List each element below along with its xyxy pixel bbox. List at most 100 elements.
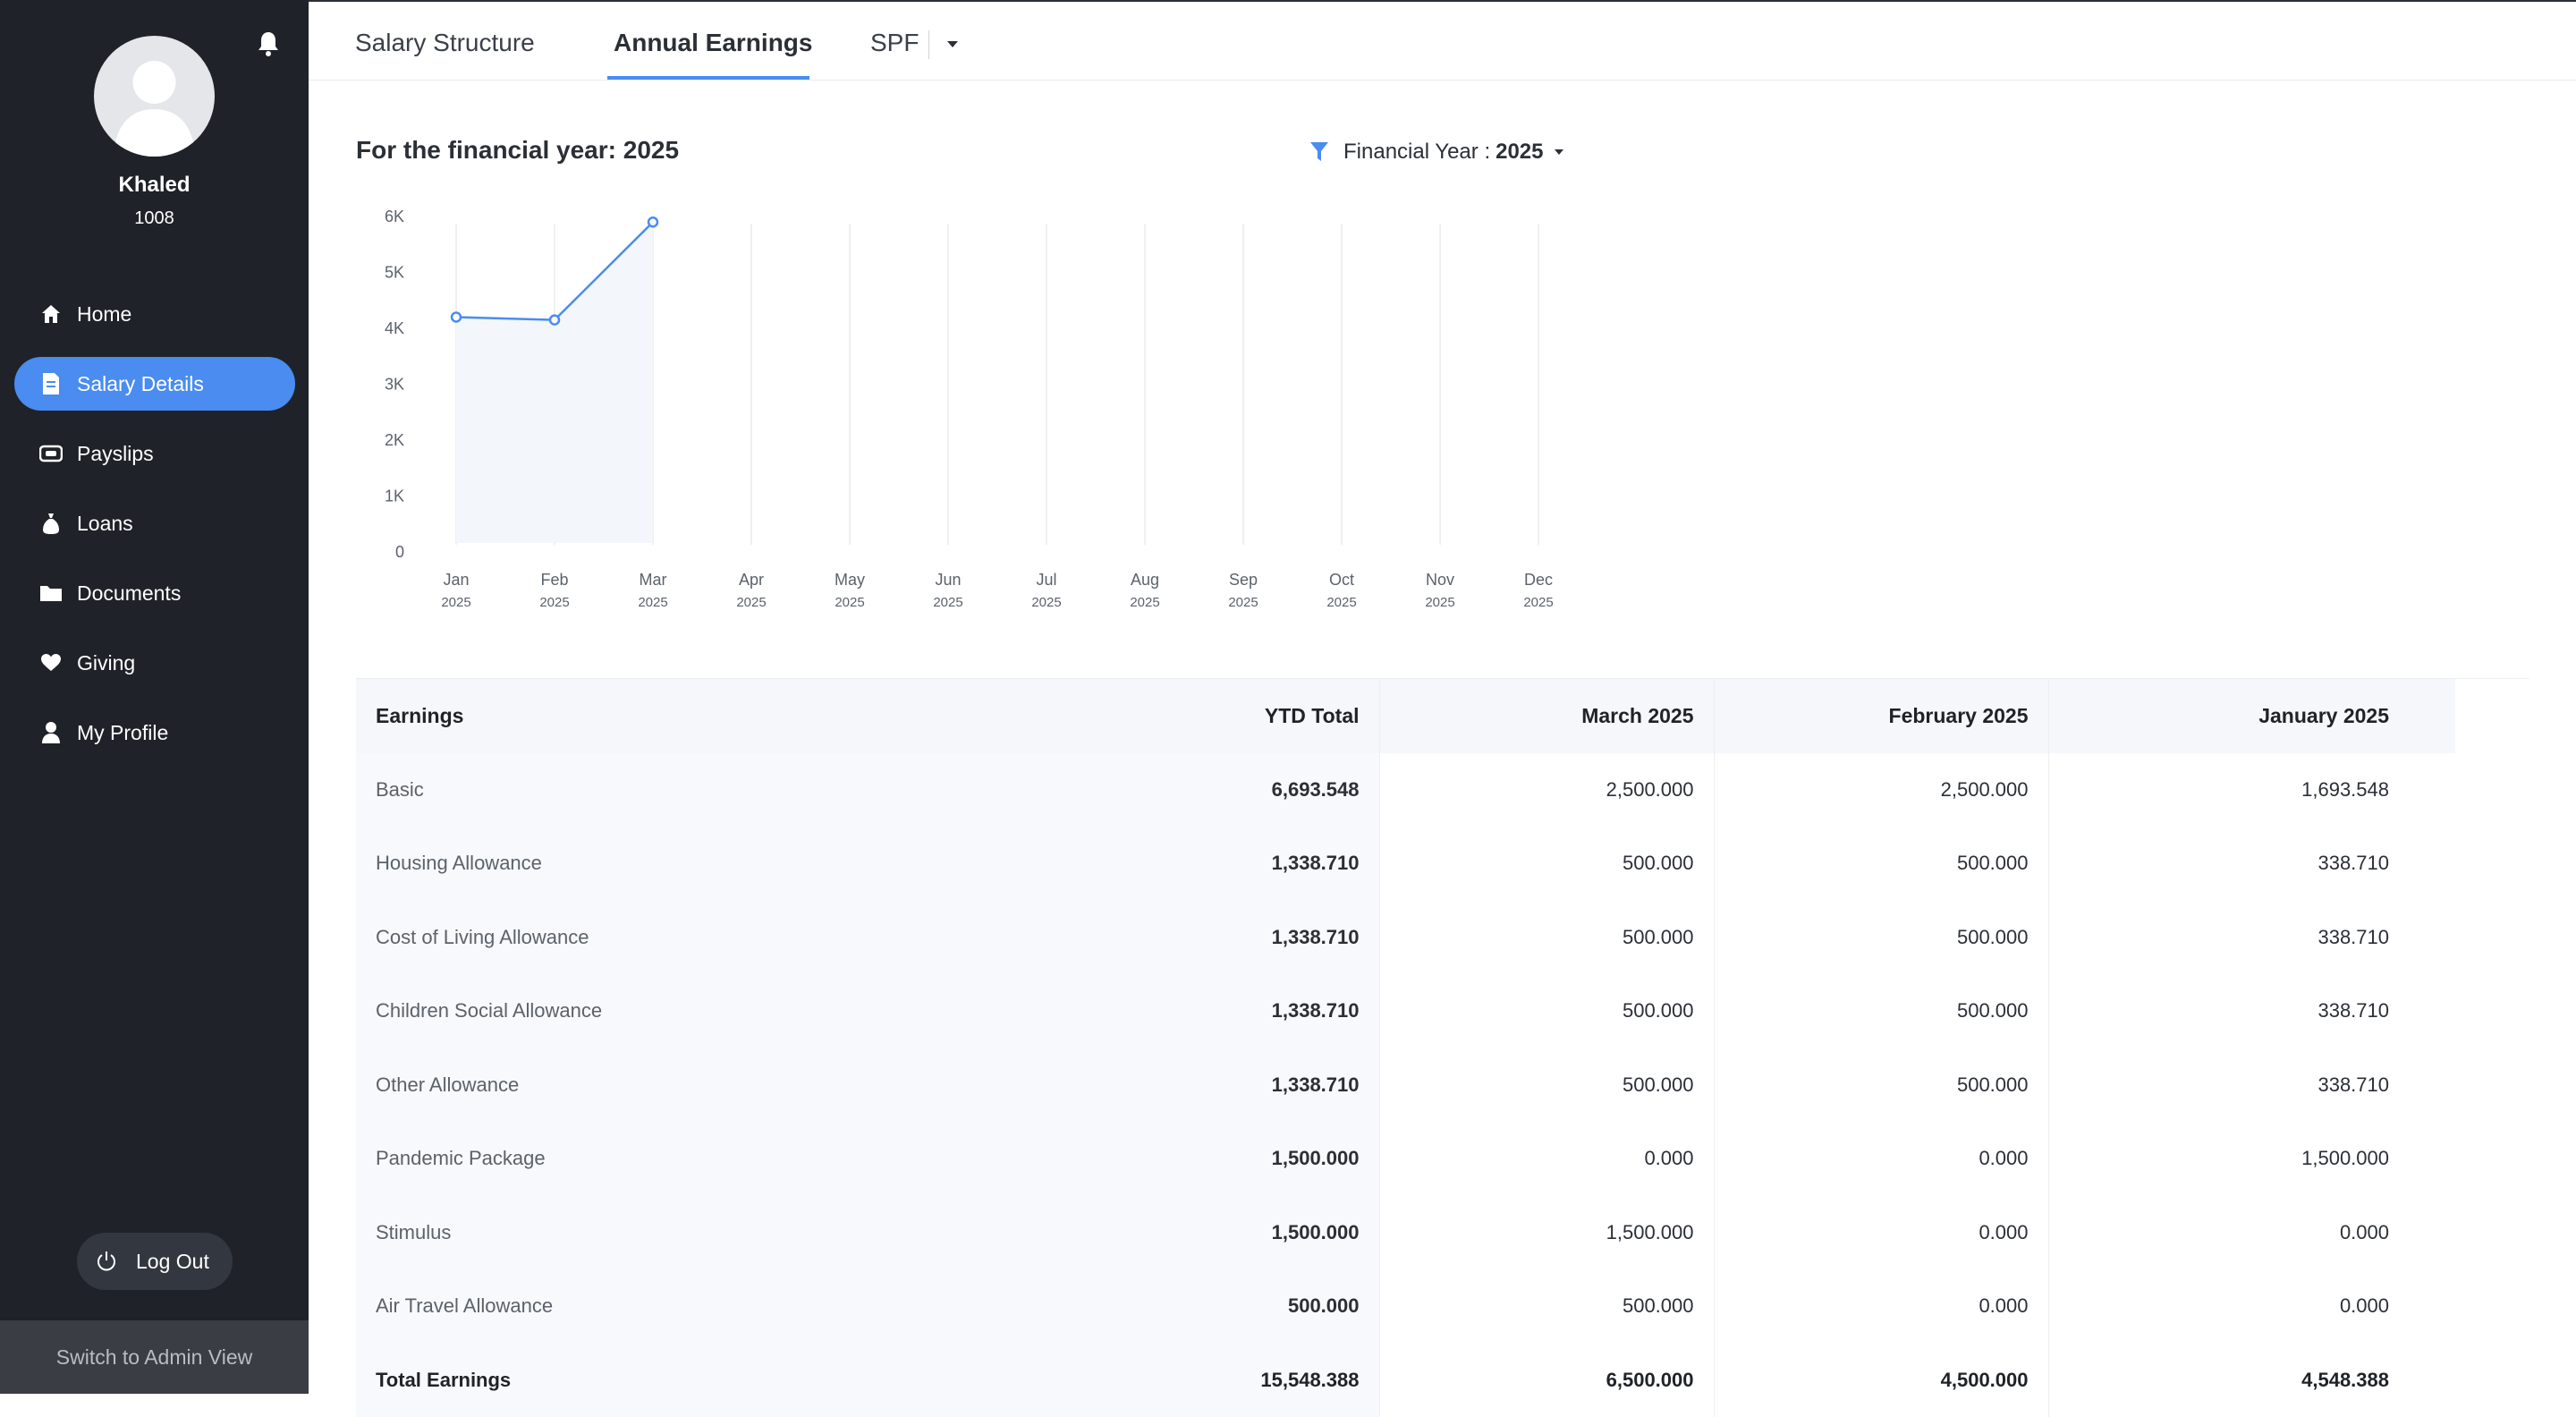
y-tick-label: 4K <box>385 319 404 337</box>
column-header-february: February 2025 <box>1714 679 2048 753</box>
y-tick-label: 0 <box>395 543 404 561</box>
ytd-value: 1,338.710 <box>1088 827 1379 901</box>
sidebar-item-giving[interactable]: Giving <box>14 636 295 690</box>
x-tick-sublabel: 2025 <box>539 595 569 610</box>
sidebar-item-label: Giving <box>77 651 135 675</box>
march-value: 500.000 <box>1379 1269 1714 1344</box>
february-value: 0.000 <box>1714 1122 2048 1196</box>
february-value: 500.000 <box>1714 901 2048 975</box>
sidebar-item-salary-details[interactable]: Salary Details <box>14 357 295 411</box>
earning-name: Housing Allowance <box>356 827 1088 901</box>
x-tick-label: Dec <box>1524 571 1553 589</box>
x-tick-label: Apr <box>739 571 764 589</box>
earning-name: Air Travel Allowance <box>356 1269 1088 1344</box>
table-row: Other Allowance 1,338.710 500.000 500.00… <box>356 1048 2455 1123</box>
data-point-feb <box>550 316 559 325</box>
column-header-march: March 2025 <box>1379 679 1714 753</box>
x-tick-sublabel: 2025 <box>736 595 766 610</box>
sidebar-item-home[interactable]: Home <box>14 287 295 341</box>
january-value: 338.710 <box>2048 827 2455 901</box>
filter-label: Financial Year : <box>1343 140 1490 165</box>
table-row: Pandemic Package 1,500.000 0.000 0.000 1… <box>356 1122 2455 1196</box>
sidebar-item-payslips[interactable]: Payslips <box>14 427 295 480</box>
total-earnings-row: Total Earnings 15,548.388 6,500.000 4,50… <box>356 1344 2455 1417</box>
february-value: 500.000 <box>1714 1048 2048 1123</box>
person-icon <box>39 721 63 744</box>
sidebar-item-label: Salary Details <box>77 372 204 396</box>
x-tick-label: Jan <box>443 571 469 589</box>
bell-icon[interactable] <box>257 30 280 57</box>
x-tick-label: Sep <box>1229 571 1258 589</box>
ytd-value: 1,500.000 <box>1088 1196 1379 1270</box>
january-value: 338.710 <box>2048 974 2455 1048</box>
january-value: 338.710 <box>2048 901 2455 975</box>
power-icon <box>95 1250 118 1273</box>
february-value: 500.000 <box>1714 827 2048 901</box>
x-tick-label: Jul <box>1036 571 1056 589</box>
table-row: Stimulus 1,500.000 1,500.000 0.000 0.000 <box>356 1196 2455 1270</box>
home-icon <box>39 302 63 326</box>
x-tick-sublabel: 2025 <box>1326 595 1356 610</box>
column-header-ytd-total: YTD Total <box>1088 679 1379 753</box>
ytd-value: 1,338.710 <box>1088 974 1379 1048</box>
x-tick-label: Mar <box>640 571 667 589</box>
ytd-value: 500.000 <box>1088 1269 1379 1344</box>
active-tab-indicator <box>607 76 809 80</box>
sidebar-item-label: Documents <box>77 581 181 606</box>
x-tick-sublabel: 2025 <box>441 595 470 610</box>
ytd-value: 1,338.710 <box>1088 901 1379 975</box>
march-value: 2,500.000 <box>1379 753 1714 827</box>
page-title: For the financial year: 2025 <box>356 136 679 165</box>
column-header-earnings: Earnings <box>356 679 1088 753</box>
y-tick-label: 5K <box>385 264 404 282</box>
earning-name: Pandemic Package <box>356 1122 1088 1196</box>
february-total-value: 4,500.000 <box>1714 1344 2048 1417</box>
tab-spf[interactable]: SPF <box>870 29 919 57</box>
january-value: 1,693.548 <box>2048 753 2455 827</box>
logout-button[interactable]: Log Out <box>77 1233 233 1290</box>
table-row: Air Travel Allowance 500.000 500.000 0.0… <box>356 1269 2455 1344</box>
logout-label: Log Out <box>136 1250 209 1274</box>
x-tick-label: Jun <box>935 571 961 589</box>
earning-name: Stimulus <box>356 1196 1088 1270</box>
february-value: 0.000 <box>1714 1269 2048 1344</box>
january-value: 338.710 <box>2048 1048 2455 1123</box>
january-value: 0.000 <box>2048 1269 2455 1344</box>
february-value: 500.000 <box>1714 974 2048 1048</box>
tab-divider <box>928 30 929 59</box>
avatar[interactable] <box>94 36 215 157</box>
chevron-down-icon[interactable] <box>945 36 961 52</box>
january-value: 1,500.000 <box>2048 1122 2455 1196</box>
earning-name: Cost of Living Allowance <box>356 901 1088 975</box>
earning-name: Basic <box>356 753 1088 827</box>
march-value: 1,500.000 <box>1379 1196 1714 1270</box>
y-tick-label: 3K <box>385 376 404 394</box>
total-label: Total Earnings <box>356 1344 1088 1417</box>
sidebar-item-loans[interactable]: Loans <box>14 496 295 550</box>
x-tick-sublabel: 2025 <box>1130 595 1159 610</box>
earning-name: Other Allowance <box>356 1048 1088 1123</box>
user-id: 1008 <box>0 208 309 229</box>
sidebar-item-label: My Profile <box>77 721 168 745</box>
filter-value: 2025 <box>1496 140 1543 165</box>
x-tick-label: May <box>835 571 865 589</box>
sidebar-item-my-profile[interactable]: My Profile <box>14 706 295 759</box>
financial-year-filter[interactable]: Financial Year : 2025 <box>1309 136 1565 168</box>
tab-annual-earnings[interactable]: Annual Earnings <box>614 29 812 57</box>
sidebar-item-label: Payslips <box>77 442 154 466</box>
switch-to-admin-view-button[interactable]: Switch to Admin View <box>0 1320 309 1394</box>
table-row: Basic 6,693.548 2,500.000 2,500.000 1,69… <box>356 753 2455 827</box>
march-value: 500.000 <box>1379 974 1714 1048</box>
folder-icon <box>39 581 63 605</box>
x-tick-sublabel: 2025 <box>1425 595 1454 610</box>
x-tick-label: Feb <box>540 571 568 589</box>
tab-salary-structure[interactable]: Salary Structure <box>355 29 535 57</box>
data-point-jan <box>452 313 461 322</box>
sidebar: Khaled 1008 Home Salary Details Payslips… <box>0 0 309 1394</box>
earning-name: Children Social Allowance <box>356 974 1088 1048</box>
y-tick-label: 1K <box>385 488 404 505</box>
x-tick-sublabel: 2025 <box>835 595 864 610</box>
sidebar-item-documents[interactable]: Documents <box>14 566 295 620</box>
ytd-value: 1,338.710 <box>1088 1048 1379 1123</box>
y-tick-label: 2K <box>385 431 404 449</box>
